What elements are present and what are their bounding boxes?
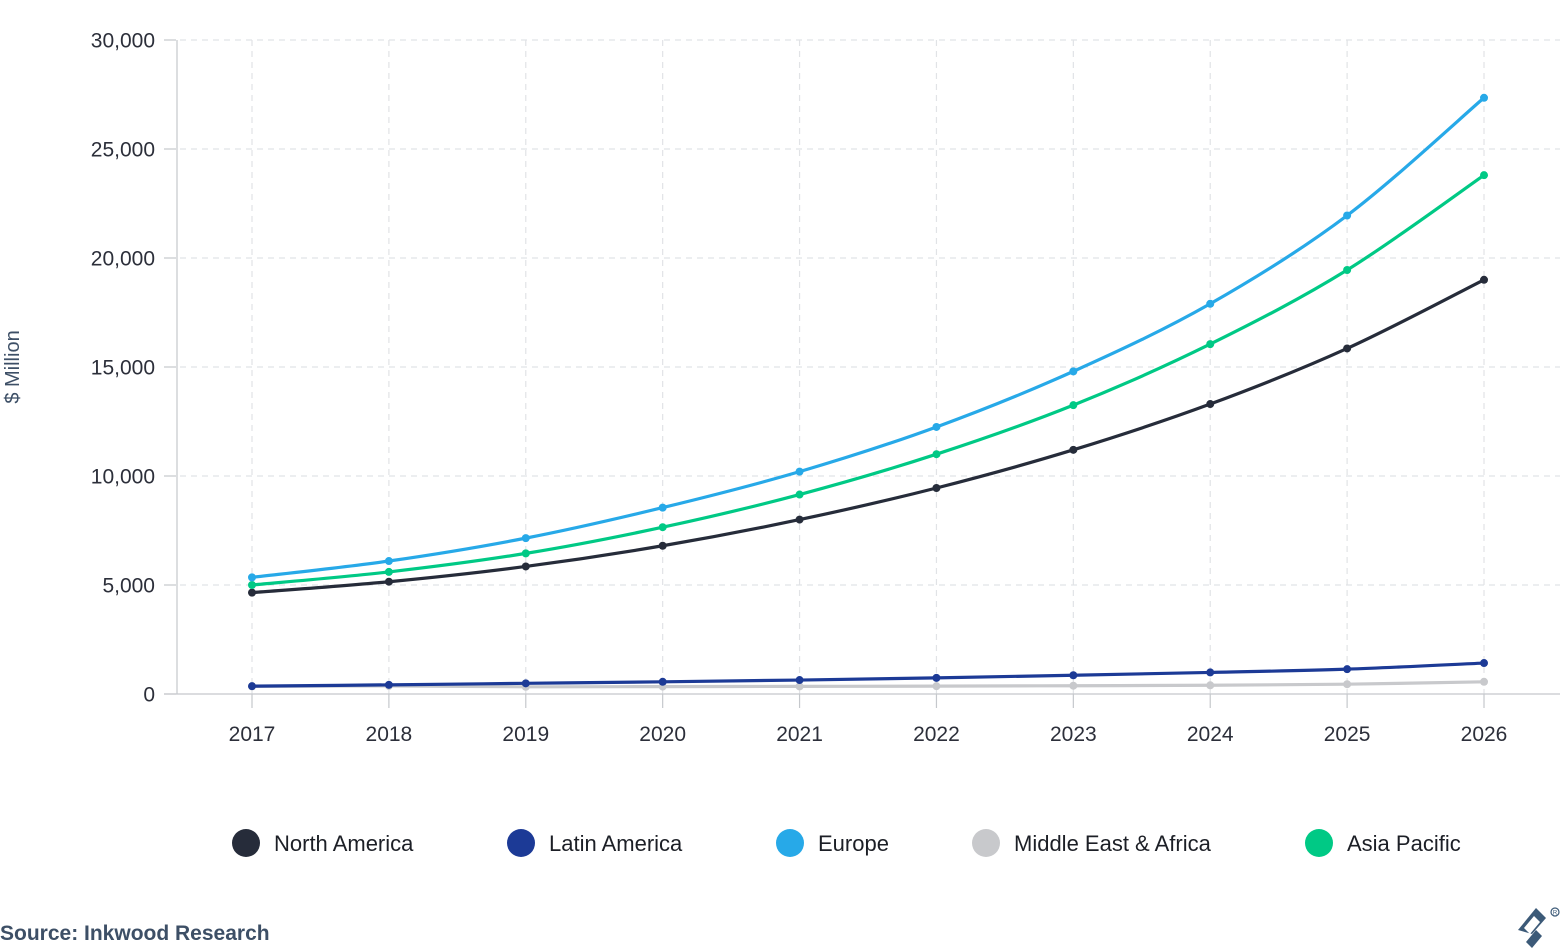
x-tick-label: 2023 xyxy=(1050,723,1097,746)
data-point-latin-america xyxy=(521,679,530,688)
data-point-north-america xyxy=(932,483,941,492)
data-point-north-america xyxy=(1343,344,1352,353)
y-tick-label: 20,000 xyxy=(91,248,155,271)
legend-item-middle-east-and-africa[interactable]: Middle East & Africa xyxy=(972,829,1212,857)
y-tick-label: 30,000 xyxy=(91,30,155,53)
toptal-logo-icon: R xyxy=(1518,907,1560,948)
x-tick-label: 2025 xyxy=(1324,723,1371,746)
data-point-europe xyxy=(1343,211,1352,220)
data-point-north-america xyxy=(521,562,530,571)
data-point-europe xyxy=(1069,367,1078,376)
data-point-north-america xyxy=(1069,445,1078,454)
legend-marker-europe xyxy=(776,829,804,857)
series-line-north-america xyxy=(250,278,1486,595)
data-point-asia-pacific xyxy=(521,549,530,558)
data-point-asia-pacific xyxy=(1343,265,1352,274)
x-tick-label: 2017 xyxy=(229,723,276,746)
data-point-europe xyxy=(658,503,667,512)
data-point-europe xyxy=(248,573,256,582)
legend: North America Latin America Europe Middle E… xyxy=(232,829,1461,857)
legend-item-latin-america[interactable]: Latin America xyxy=(507,829,683,857)
legend-marker-asia-pacific xyxy=(1305,829,1333,857)
data-point-asia-pacific xyxy=(658,523,667,532)
source-label: Source: Inkwood Research xyxy=(0,922,270,945)
x-axis: 2017 2018 2019 2020 2021 2022 2023 2024 2025 2026 xyxy=(164,693,1560,746)
legend-marker-latin-america xyxy=(507,829,535,857)
y-tick-label: 25,000 xyxy=(91,139,155,162)
grid xyxy=(180,39,1560,694)
data-point-latin-america xyxy=(932,673,941,682)
x-tick-label: 2019 xyxy=(502,723,549,746)
x-tick-label: 2026 xyxy=(1461,723,1508,746)
y-tick-label: 10,000 xyxy=(91,466,155,489)
legend-label-europe: Europe xyxy=(818,831,889,856)
data-point-latin-america xyxy=(795,676,804,685)
data-point-asia-pacific xyxy=(248,581,256,589)
data-point-europe xyxy=(932,422,941,431)
data-point-asia-pacific xyxy=(1480,171,1489,180)
data-point-north-america xyxy=(795,515,804,524)
data-point-latin-america xyxy=(248,682,256,691)
data-point-asia-pacific xyxy=(1206,340,1215,349)
legend-item-europe[interactable]: Europe xyxy=(776,829,889,857)
y-tick-label: 5,000 xyxy=(102,575,155,598)
series-group xyxy=(248,93,1489,691)
data-point-latin-america xyxy=(1480,659,1489,668)
data-point-europe xyxy=(521,534,530,543)
data-point-middle-east-and-africa xyxy=(1480,677,1489,686)
data-point-latin-america xyxy=(384,680,393,689)
legend-item-asia-pacific[interactable]: Asia Pacific xyxy=(1305,829,1461,857)
series-line-asia-pacific xyxy=(250,173,1486,587)
legend-marker-middle-east-and-africa xyxy=(972,829,1000,857)
y-tick-label: 0 xyxy=(143,684,155,707)
legend-marker-north-america xyxy=(232,829,260,857)
data-point-asia-pacific xyxy=(384,567,393,576)
data-point-latin-america xyxy=(1069,671,1078,680)
data-point-middle-east-and-africa xyxy=(1206,681,1215,690)
data-point-europe xyxy=(795,467,804,476)
data-point-north-america xyxy=(1480,275,1489,284)
legend-label-middle-east-and-africa: Middle East & Africa xyxy=(1014,831,1212,856)
data-point-middle-east-and-africa xyxy=(1069,681,1078,690)
data-point-middle-east-and-africa xyxy=(932,682,941,691)
data-point-europe xyxy=(1480,93,1489,102)
x-tick-label: 2022 xyxy=(913,723,960,746)
data-point-asia-pacific xyxy=(1069,401,1078,410)
data-point-asia-pacific xyxy=(795,490,804,499)
legend-item-north-america[interactable]: North America xyxy=(232,829,414,857)
series-latin-america xyxy=(248,659,1489,691)
x-tick-label: 2018 xyxy=(366,723,413,746)
data-point-north-america xyxy=(658,541,667,550)
data-point-middle-east-and-africa xyxy=(795,682,804,691)
data-point-north-america xyxy=(1206,400,1215,409)
y-tick-label: 15,000 xyxy=(91,357,155,380)
data-point-latin-america xyxy=(658,677,667,686)
data-point-asia-pacific xyxy=(932,450,941,459)
series-line-middle-east-and-africa xyxy=(250,680,1486,689)
data-point-latin-america xyxy=(1343,665,1352,674)
x-tick-label: 2021 xyxy=(776,723,823,746)
data-point-latin-america xyxy=(1206,668,1215,677)
y-axis-title: $ Million xyxy=(2,330,24,403)
data-point-europe xyxy=(1206,299,1215,308)
data-point-middle-east-and-africa xyxy=(1343,680,1352,689)
legend-label-north-america: North America xyxy=(274,831,414,856)
x-tick-label: 2020 xyxy=(639,723,686,746)
data-point-europe xyxy=(384,557,393,566)
svg-text:R: R xyxy=(1553,911,1558,917)
series-europe xyxy=(248,93,1489,582)
series-north-america xyxy=(248,275,1489,597)
series-line-europe xyxy=(250,96,1486,579)
y-axis: 0 5,000 10,000 15,000 20,000 25,000 30,000 xyxy=(91,30,178,707)
legend-label-latin-america: Latin America xyxy=(549,831,683,856)
x-tick-label: 2024 xyxy=(1187,723,1234,746)
series-line-latin-america xyxy=(250,661,1486,688)
legend-label-asia-pacific: Asia Pacific xyxy=(1347,831,1461,856)
data-point-north-america xyxy=(384,577,393,586)
series-asia-pacific xyxy=(248,171,1489,589)
data-point-north-america xyxy=(248,588,256,597)
